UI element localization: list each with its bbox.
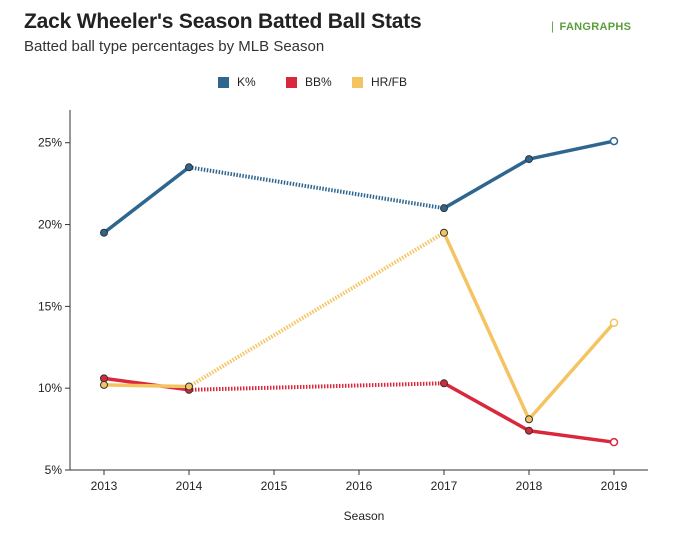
series-hr-fb-point: [609, 318, 619, 327]
y-tick-label: 10%: [38, 381, 62, 395]
series-hr-fb-segment: [442, 230, 531, 422]
fangraphs-logo: ❘ FANGRAPHS: [548, 20, 631, 33]
legend-swatch: [286, 76, 297, 88]
legend-label: BB%: [305, 75, 332, 89]
y-tick-label: 5%: [45, 463, 63, 477]
series-bb-point: [100, 374, 108, 383]
series-k-point: [609, 136, 619, 146]
y-tick-label: 20%: [38, 218, 62, 232]
x-tick-label: 2015: [261, 479, 288, 493]
x-tick-label: 2019: [601, 479, 628, 493]
legend-label: HR/FB: [371, 75, 407, 89]
series-hr-fb-point: [100, 380, 108, 389]
x-tick-label: 2017: [431, 479, 458, 493]
legend-label: K%: [237, 75, 256, 89]
series-bb-point: [609, 437, 619, 447]
series-k-segment: [102, 165, 191, 235]
series-bb-segment: [442, 381, 531, 433]
series-k-point: [525, 155, 533, 164]
series-hr-fb-point: [525, 415, 533, 424]
series-hr-fb-point: [185, 382, 193, 391]
y-tick-label: 25%: [38, 136, 62, 150]
fangraphs-logo-icon: ❘: [548, 21, 558, 33]
series-bb-gap-segment: [188, 381, 445, 392]
series-k-segment: [527, 139, 616, 161]
x-tick-label: 2018: [516, 479, 543, 493]
legend-swatch: [352, 76, 363, 88]
series-hr-fb-segment: [527, 320, 616, 422]
series-bb-point: [440, 379, 448, 388]
x-tick-label: 2016: [346, 479, 373, 493]
legend-item-k: K%: [218, 75, 256, 89]
series-k-point: [100, 228, 108, 237]
series-bb-point: [525, 426, 533, 435]
chart-title: Zack Wheeler's Season Batted Ball Stats: [24, 10, 422, 33]
y-tick-label: 15%: [38, 299, 62, 313]
x-tick-label: 2013: [91, 479, 118, 493]
x-axis-title: Season: [344, 509, 385, 523]
legend-item-hr-fb: HR/FB: [352, 75, 407, 89]
series-k-point: [185, 163, 193, 172]
series-k-gap-segment: [188, 165, 445, 211]
legend-item-bb: BB%: [286, 75, 332, 89]
series-k-point: [440, 204, 448, 213]
series-hr-fb-segment: [102, 383, 191, 389]
legend-swatch: [218, 76, 229, 88]
chart-subtitle: Batted ball type percentages by MLB Seas…: [24, 38, 325, 55]
series-hr-fb-gap-segment: [187, 231, 446, 389]
series-hr-fb-point: [440, 228, 448, 237]
fangraphs-logo-text: FANGRAPHS: [559, 21, 632, 33]
series-bb-segment: [527, 428, 616, 444]
series-k-segment: [442, 157, 531, 210]
x-tick-label: 2014: [176, 479, 203, 493]
